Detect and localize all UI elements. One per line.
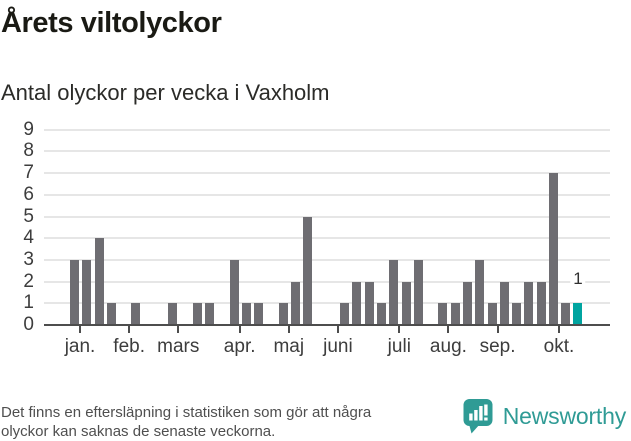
bar-week — [352, 281, 362, 325]
x-axis-tick-mars — [177, 326, 180, 333]
bar-week — [106, 303, 116, 325]
bar-week — [475, 259, 485, 325]
bar-week — [487, 303, 497, 325]
bar-week — [340, 303, 350, 325]
y-axis-label-0: 0 — [23, 314, 34, 335]
chart-subtitle: Antal olyckor per vecka i Vaxholm — [1, 80, 330, 105]
gridline-y1 — [44, 302, 610, 305]
bar-week — [168, 303, 178, 325]
y-axis-label-7: 7 — [23, 162, 34, 184]
bar-week — [462, 281, 472, 325]
bar-week — [377, 303, 386, 325]
x-axis-month-label-maj: maj — [273, 336, 305, 357]
x-axis-tick-feb — [128, 326, 131, 333]
bar-week — [303, 216, 313, 325]
bar-week — [548, 173, 558, 325]
bar-week — [278, 303, 288, 325]
x-axis-month-label-juni: juni — [323, 336, 353, 357]
x-axis-tick-jan — [79, 326, 82, 333]
bar-week — [229, 259, 239, 325]
bar-week — [561, 303, 571, 325]
y-axis-label-9: 9 — [23, 118, 34, 140]
x-axis-month-label-sep: sep. — [479, 336, 516, 357]
x-axis-month-label-juli: juli — [387, 336, 411, 357]
y-axis-label-5: 5 — [23, 205, 34, 227]
y-axis-label-3: 3 — [23, 248, 34, 270]
x-axis-tick-okt — [557, 326, 560, 333]
x-axis-month-label-jan: jan. — [64, 336, 96, 357]
bar-week — [401, 281, 411, 325]
bar-week — [70, 259, 79, 325]
gridline-y6 — [44, 193, 610, 196]
footnote-line2: olyckor kan saknas de senaste veckorna. — [1, 423, 276, 440]
bar-week — [94, 238, 104, 325]
y-axis-label-2: 2 — [23, 270, 34, 292]
bar-week — [536, 281, 546, 325]
newsworthy-logo: Newsworthy — [463, 398, 626, 434]
bar-week — [389, 259, 399, 325]
bar-week-highlighted — [573, 303, 583, 325]
gridline-y4 — [44, 237, 610, 240]
bar-week — [192, 303, 202, 325]
x-axis-line — [44, 324, 610, 326]
gridline-y2 — [44, 280, 610, 283]
bar-week — [524, 281, 534, 325]
bar-week — [364, 281, 374, 325]
chart-title: Årets viltolyckor — [1, 7, 222, 39]
y-axis-label-8: 8 — [23, 140, 34, 162]
y-axis-label-1: 1 — [23, 292, 34, 314]
bar-week — [413, 259, 423, 325]
bar-week — [291, 281, 301, 325]
y-axis-label-4: 4 — [23, 227, 34, 249]
x-axis-month-label-okt: okt. — [543, 336, 575, 357]
x-axis-month-label-apr: apr. — [223, 336, 256, 357]
x-axis-month-label-feb: feb. — [113, 336, 145, 357]
bar-chart: 0 1 2 3 4 5 6 7 8 9 1 jan. feb. mars apr. maj juni juli au… — [0, 118, 631, 370]
bar-week — [205, 303, 215, 325]
x-axis-tick-juli — [398, 326, 401, 333]
footnote: Det finns en eftersläpning i statistiken… — [1, 403, 371, 441]
x-axis-tick-juni — [336, 326, 339, 333]
gridline-y9 — [44, 128, 610, 131]
x-axis-tick-sep — [496, 326, 499, 333]
newsworthy-logo-text: Newsworthy — [502, 402, 626, 429]
bar-week — [499, 281, 509, 325]
bar-week — [241, 303, 251, 325]
gridline-y7 — [44, 172, 610, 175]
gridline-y5 — [44, 215, 610, 218]
bar-week — [82, 259, 92, 325]
y-axis-label-6: 6 — [23, 183, 34, 205]
bar-week — [438, 303, 448, 325]
x-axis-month-label-aug: aug. — [429, 336, 467, 357]
bar-value-annotation: 1 — [570, 269, 586, 290]
gridline-y8 — [44, 150, 610, 153]
bar-week — [450, 303, 460, 325]
bar-week — [131, 303, 141, 325]
bar-week — [512, 303, 522, 325]
footnote-line1: Det finns en eftersläpning i statistiken… — [1, 404, 372, 421]
x-axis-tick-aug — [447, 326, 450, 333]
x-axis-month-label-mars: mars — [157, 336, 200, 357]
gridline-y3 — [44, 258, 610, 261]
newsworthy-speech-bubble-chart-icon — [463, 399, 493, 434]
x-axis-tick-apr — [238, 326, 241, 333]
x-axis-tick-maj — [287, 326, 290, 333]
bar-week — [254, 303, 264, 325]
